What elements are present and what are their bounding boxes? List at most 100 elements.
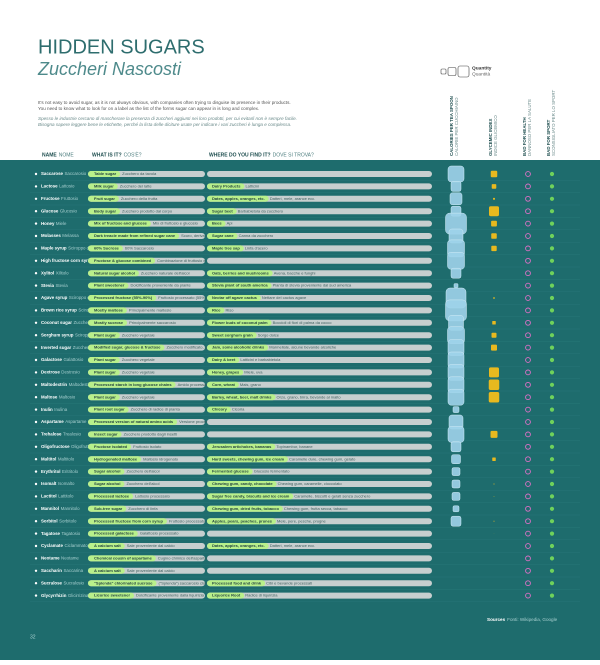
row-dot xyxy=(35,359,37,361)
where-text-it: Mele, pere, pesche, prugne xyxy=(277,518,326,523)
calorie-square xyxy=(453,506,459,512)
sugar-name: Saccharin xyxy=(41,568,62,573)
sugar-name-it: Sorbitolo xyxy=(59,518,77,523)
what-text-it: Zucchero del latte xyxy=(120,183,153,188)
what-text-it: Zucchero prodotto dal corpo xyxy=(122,208,173,213)
where-text: Bees xyxy=(212,221,222,226)
where-text-it: Cibi e bevande processati xyxy=(266,580,312,585)
where-text: Hard sweets, chewing gum, ice cream xyxy=(212,456,284,461)
sugar-name-it: Eritritolo xyxy=(62,469,79,474)
where-bar xyxy=(207,568,432,574)
sugar-name-it: Destrosio xyxy=(61,370,80,375)
where-bar xyxy=(207,555,432,561)
row-dot xyxy=(35,396,37,398)
where-text-it: Pianta di stevia proveniente dal sud ame… xyxy=(273,283,352,288)
what-text: Table sugar xyxy=(94,171,117,176)
where-bar xyxy=(207,431,432,437)
sugar-name: Mannitol xyxy=(41,506,59,511)
sport-marker xyxy=(550,370,554,374)
what-text: Fructose & glucose combined xyxy=(94,258,152,263)
where-text: Liquorice Root xyxy=(212,593,241,598)
what-text-it: Zucchero vegetale xyxy=(122,394,156,399)
row-dot xyxy=(35,458,37,460)
glycemic-square xyxy=(491,431,498,438)
sugar-name: Sorghum syrup xyxy=(41,332,74,337)
what-text-it: Zucchero dell'alcol xyxy=(126,469,159,474)
where-bar xyxy=(207,258,432,264)
sugar-name: Lactose xyxy=(41,184,58,189)
sport-marker xyxy=(550,271,554,275)
what-text-it: Zucchero da tavola xyxy=(122,171,157,176)
what-text: Processed version of natural amino acids xyxy=(94,419,174,424)
what-text-it: Zucchero vegetale xyxy=(122,357,156,362)
what-text-it: Dolcificante proveniente dalla liquirizi… xyxy=(136,593,205,598)
vertical-header: INDICE GLICEMICO xyxy=(493,115,498,156)
what-text-it: 60% Saccarosio xyxy=(125,245,155,250)
where-text: Honey, grapes xyxy=(212,369,240,374)
sugar-name-it: Saccarosio xyxy=(64,171,86,176)
sugar-name: Molasses xyxy=(41,233,61,238)
glycemic-square xyxy=(492,457,496,461)
intro: Bisogna sapere leggere bene le etichette… xyxy=(38,122,291,127)
sugar-name: Agave syrup xyxy=(41,295,68,300)
where-text-it: Barbabietola da zucchero xyxy=(238,208,284,213)
where-bar xyxy=(207,171,432,177)
sugar-name-it: Aspartame xyxy=(65,419,87,424)
column-header: WHAT IS IT? xyxy=(92,152,122,158)
sugar-name: Sucralose xyxy=(41,580,63,585)
sport-marker xyxy=(550,321,554,325)
sugar-name: Sorbitol xyxy=(41,518,58,523)
where-text-it: Boccioli di fiori di palma da cocco xyxy=(273,320,333,325)
where-text-it: Datteri, mele, arance ecc. xyxy=(270,196,316,201)
sources-text: Fonti: Wikipedia, Google xyxy=(507,617,557,622)
where-text-it: Orzo, grano, birra, bevande al malto xyxy=(277,394,342,399)
glycemic-square xyxy=(491,171,498,178)
sport-marker xyxy=(550,184,554,188)
calorie-square xyxy=(448,389,464,405)
glycemic-square xyxy=(489,380,500,391)
where-text-it: Latticini xyxy=(245,183,259,188)
sugar-name: Honey xyxy=(41,221,55,226)
glycemic-square xyxy=(491,345,497,351)
sugar-name: Maltodextrin xyxy=(41,382,67,387)
sport-marker xyxy=(550,246,554,250)
what-text: Plant sweetener xyxy=(94,283,125,288)
what-text-it: Zucchero di radice di pianta xyxy=(131,407,181,412)
where-text: Dates, apples, oranges, etc. xyxy=(212,196,265,201)
row-dot xyxy=(35,384,37,386)
row-dot xyxy=(35,446,37,448)
what-text: Sub-tree sugar xyxy=(94,506,123,511)
glycemic-square xyxy=(492,321,496,325)
what-text: Processed lactose xyxy=(94,493,130,498)
sugar-name: Inulin xyxy=(41,407,53,412)
sport-marker xyxy=(550,284,554,288)
where-text-it: Latticini e barbabietola xyxy=(240,357,281,362)
glycemic-square xyxy=(493,297,495,299)
row-dot xyxy=(35,198,37,200)
sport-marker xyxy=(550,408,554,412)
where-text: Apples, pears, peaches, prunes xyxy=(212,518,273,523)
where-text: Barley, wheat, beer, malt drinks xyxy=(212,394,272,399)
what-text: Plant sugar xyxy=(94,394,116,399)
where-text-it: Chewing gum, caramelle, cioccolato xyxy=(278,481,343,486)
where-text: Sugar cane xyxy=(212,233,234,238)
what-text: Processed fructose from corn syrup xyxy=(94,518,163,523)
sport-marker xyxy=(550,556,554,560)
what-text-it: Zucchero della frutta xyxy=(121,196,158,201)
where-text-it: Linfa d'acero xyxy=(245,245,269,250)
row-dot xyxy=(35,433,37,435)
sugar-name: Erythritol xyxy=(41,469,61,474)
sugar-name-it: Saccarina xyxy=(64,568,84,573)
what-text-it: Lattosio processato xyxy=(135,493,170,498)
sugar-name-it: Tagatosio xyxy=(61,531,80,536)
sugar-name: Glucose xyxy=(41,208,59,213)
sport-marker xyxy=(550,383,554,387)
sugar-name: Dextrose xyxy=(41,370,60,375)
intro: Spesso le industrie cercano di mascherar… xyxy=(38,116,297,121)
where-bar xyxy=(207,221,432,227)
sugar-name: Isomalt xyxy=(41,481,57,486)
sport-marker xyxy=(550,296,554,300)
legend-label: Quantity xyxy=(472,65,492,71)
row-dot xyxy=(35,272,37,274)
glycemic-square xyxy=(491,233,497,239)
